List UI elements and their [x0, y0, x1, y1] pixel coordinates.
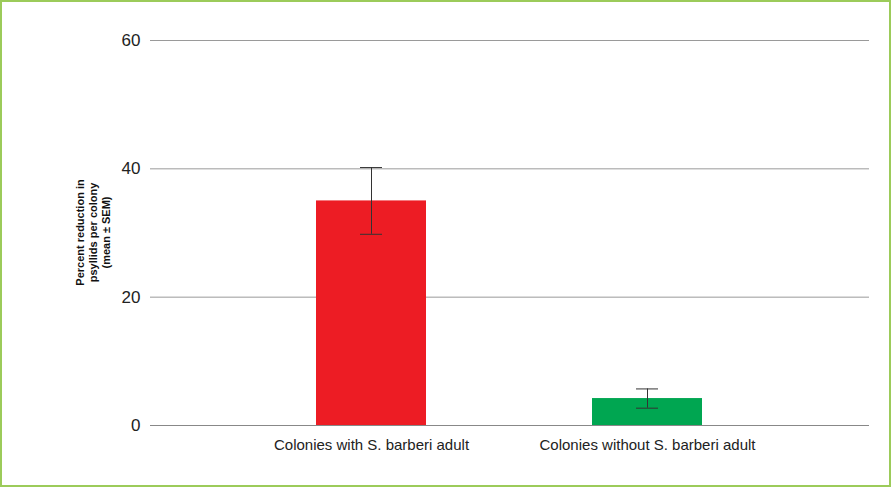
svg-text:60: 60	[122, 31, 141, 50]
svg-text:Percent reduction inpsyllids p: Percent reduction inpsyllids per colony(…	[74, 179, 112, 286]
svg-text:0: 0	[131, 416, 140, 435]
svg-text:20: 20	[122, 288, 141, 307]
svg-text:Colonies with S. barberi adult: Colonies with S. barberi adult	[274, 436, 470, 453]
svg-text:40: 40	[122, 159, 141, 178]
svg-text:Colonies without S. barberi ad: Colonies without S. barberi adult	[540, 436, 757, 453]
